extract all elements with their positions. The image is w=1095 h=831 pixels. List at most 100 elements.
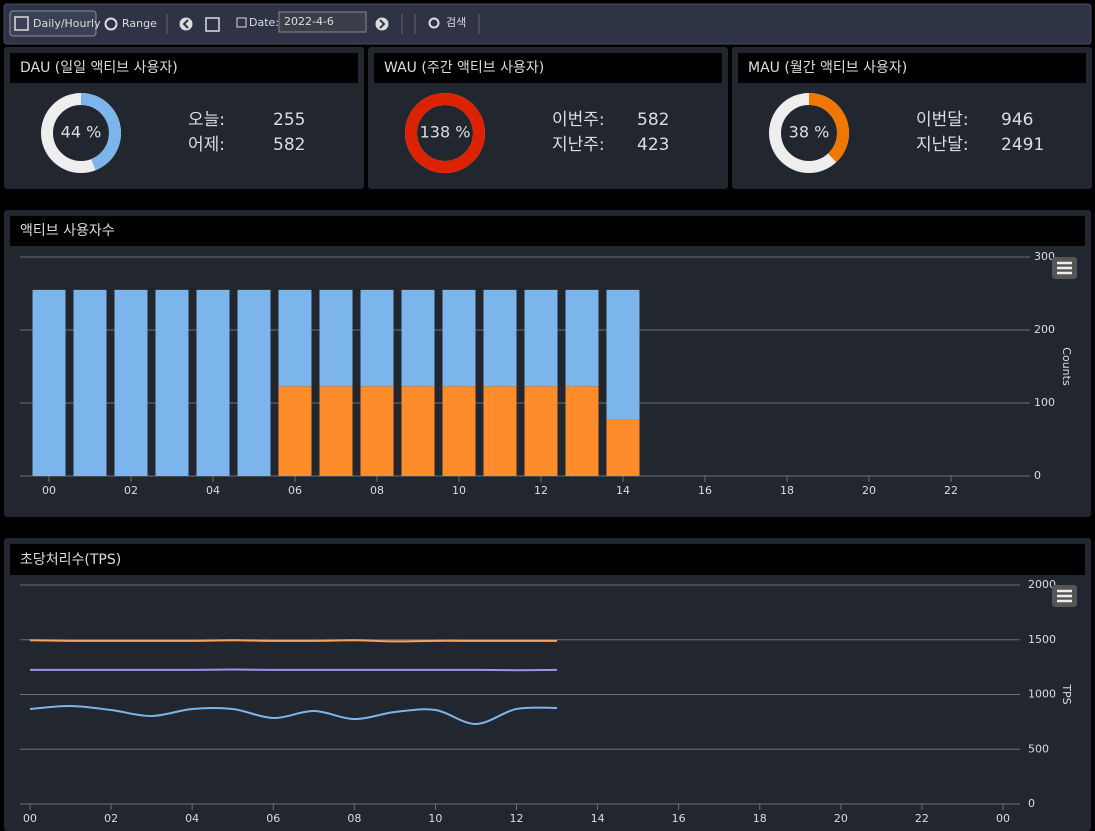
mode-label: Daily/Hourly — [33, 17, 101, 30]
bar — [401, 289, 435, 387]
bar — [442, 386, 476, 476]
bar — [360, 386, 394, 476]
mode-button[interactable] — [9, 10, 97, 37]
search-icon[interactable] — [428, 17, 440, 29]
toolbar: Daily/Hourly Range Date: 2022-4-6 검색 — [3, 3, 1092, 45]
panel-title: 초당처리수(TPS) — [20, 552, 121, 568]
bar — [73, 289, 107, 476]
donut-arc — [405, 93, 485, 173]
stat-value: 946 — [1001, 110, 1033, 130]
y-tick-label: 500 — [1028, 742, 1049, 755]
y-tick-label: 100 — [1034, 396, 1055, 409]
y-tick-label: 0 — [1034, 469, 1041, 482]
x-tick-label: 16 — [672, 812, 686, 825]
bar — [278, 386, 312, 476]
x-tick-label: 00 — [42, 484, 56, 497]
stat-value: 423 — [637, 135, 669, 155]
panel-header — [10, 544, 1085, 575]
y-axis-title: Counts — [1060, 347, 1073, 386]
line-series — [29, 704, 558, 725]
range-label[interactable]: Range — [122, 17, 157, 30]
date-value[interactable]: 2022-4-6 — [284, 15, 334, 28]
menu-icon — [1057, 589, 1072, 603]
y-tick-label: 300 — [1034, 250, 1055, 263]
x-tick-label: 12 — [510, 812, 524, 825]
stat-label: 오늘: — [188, 110, 225, 130]
bar — [237, 289, 271, 476]
bar — [442, 289, 476, 387]
donut-arc — [769, 93, 849, 173]
prev-arrow — [182, 19, 189, 29]
y-tick-label: 0 — [1028, 797, 1035, 810]
menu-icon — [1057, 261, 1072, 275]
x-tick-label: 04 — [185, 812, 199, 825]
donut-label: 44 % — [61, 123, 102, 142]
bar — [565, 386, 599, 476]
card-title: MAU (월간 액티브 사용자) — [748, 60, 907, 76]
x-tick-label: 22 — [944, 484, 958, 497]
y-tick-label: 1500 — [1028, 633, 1056, 646]
bar — [319, 289, 353, 387]
x-tick-label: 18 — [753, 812, 767, 825]
next-arrow — [379, 19, 386, 29]
card-title: DAU (일일 액티브 사용자) — [20, 60, 178, 76]
y-tick-label: 200 — [1034, 323, 1055, 336]
date-label: Date: — [249, 16, 279, 29]
bar — [196, 289, 230, 476]
bar — [606, 419, 640, 476]
x-tick-label: 02 — [104, 812, 118, 825]
x-tick-label: 22 — [915, 812, 929, 825]
line-panel — [4, 538, 1091, 831]
bar — [32, 289, 66, 476]
stat-value: 582 — [637, 110, 669, 130]
y-tick-label: 1000 — [1028, 688, 1056, 701]
stat-label: 이번달: — [916, 110, 969, 130]
prev-button[interactable] — [179, 17, 193, 31]
toolbar-bg — [3, 3, 1092, 45]
x-tick-label: 20 — [834, 812, 848, 825]
x-tick-label: 14 — [616, 484, 630, 497]
x-tick-label: 20 — [862, 484, 876, 497]
bar — [114, 289, 148, 476]
x-tick-label: 00 — [996, 812, 1010, 825]
panel-header — [10, 216, 1085, 246]
menu-button[interactable] — [1052, 585, 1077, 607]
bar — [278, 289, 312, 387]
x-tick-label: 08 — [370, 484, 384, 497]
line-series — [30, 668, 558, 672]
stat-label: 어제: — [188, 135, 225, 155]
card-header — [374, 53, 722, 83]
stat-label: 지난주: — [552, 135, 605, 155]
bar — [483, 289, 517, 387]
line-series — [29, 639, 558, 643]
x-tick-label: 08 — [347, 812, 361, 825]
calendar-icon — [14, 16, 29, 31]
calendar-button[interactable] — [205, 17, 220, 32]
date-input[interactable] — [278, 11, 367, 33]
x-tick-label: 10 — [452, 484, 466, 497]
x-tick-label: 14 — [591, 812, 605, 825]
history-icon[interactable] — [104, 17, 118, 31]
x-tick-label: 06 — [266, 812, 280, 825]
stat-label: 지난달: — [916, 135, 969, 155]
bar — [360, 289, 394, 387]
x-tick-label: 16 — [698, 484, 712, 497]
x-tick-label: 00 — [23, 812, 37, 825]
donut-label: 138 % — [420, 123, 471, 142]
menu-button[interactable] — [1052, 257, 1077, 279]
x-tick-label: 02 — [124, 484, 138, 497]
stat-value: 582 — [273, 135, 305, 155]
next-button[interactable] — [375, 17, 389, 31]
bar — [401, 386, 435, 476]
bar — [524, 386, 558, 476]
x-tick-label: 10 — [428, 812, 442, 825]
y-axis-title: TPS — [1060, 683, 1073, 704]
x-tick-label: 04 — [206, 484, 220, 497]
search-label[interactable]: 검색 — [446, 16, 466, 29]
bar — [155, 289, 189, 476]
card-header — [10, 53, 358, 83]
panel-title: 액티브 사용자수 — [20, 223, 115, 239]
bar — [524, 289, 558, 387]
bar — [319, 386, 353, 476]
